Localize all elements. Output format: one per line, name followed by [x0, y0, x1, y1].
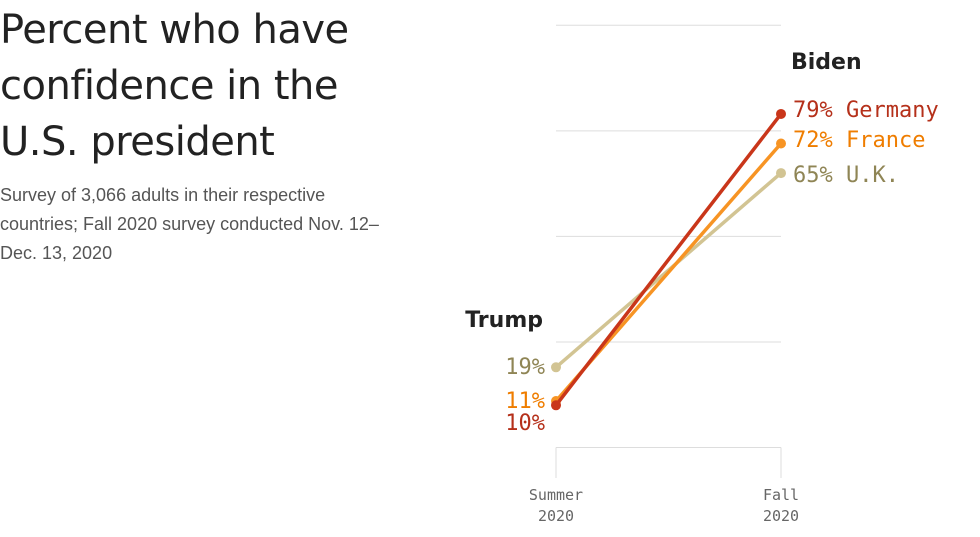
end-label-germany: 79% Germany: [793, 98, 939, 123]
group-label-trump: Trump: [465, 308, 543, 333]
series-labels: Trump Biden 10% 79% Germany 11% 72% France 19%…: [465, 50, 938, 436]
chart-subtitle: Survey of 3,066 adults in their respecti…: [0, 185, 379, 263]
point-france-1: [776, 138, 786, 149]
point-uk-1: [776, 168, 786, 179]
line-germany: [554, 112, 783, 408]
x-tick-label-1: Fall 2020: [763, 486, 799, 525]
gridlines: [556, 24, 781, 448]
x-axis: Summer 2020 Fall 2020: [529, 447, 799, 525]
start-label-france: 11%: [505, 389, 545, 414]
point-germany-0: [551, 400, 561, 411]
chart-title: Percent who have confidence in the U.S. …: [0, 7, 349, 165]
start-label-germany: 10%: [505, 411, 545, 436]
point-germany-1: [776, 108, 786, 119]
group-label-biden: Biden: [791, 50, 862, 75]
series-lines: [551, 108, 786, 411]
start-label-uk: 19%: [505, 355, 545, 380]
end-label-france: 72% France: [793, 128, 925, 153]
point-uk-0: [551, 362, 561, 373]
x-tick-label-0: Summer 2020: [529, 486, 583, 525]
end-label-uk: 65% U.K.: [793, 163, 899, 188]
